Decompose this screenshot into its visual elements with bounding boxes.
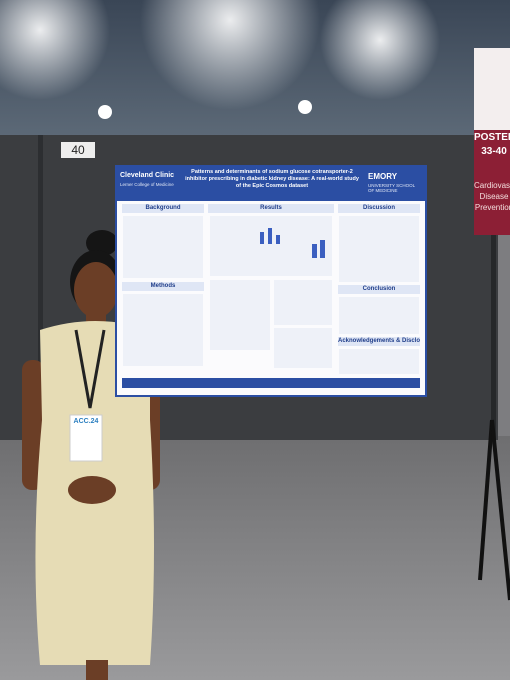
institution-right: EMORY	[368, 172, 398, 181]
ceiling-light	[98, 105, 112, 119]
light-glow	[320, 0, 440, 100]
poster-header	[117, 167, 425, 201]
poster-title: Patterns and determinants of sodium gluc…	[185, 169, 359, 189]
board-number: 40	[61, 142, 95, 158]
easel-leg	[478, 419, 494, 581]
easel-leg	[490, 419, 510, 601]
section-header: Background	[122, 204, 204, 213]
institution-right-sub: UNIVERSITY SCHOOL OF MEDICINE	[368, 183, 416, 193]
section-header: Discussion	[338, 204, 420, 213]
institution-left: Cleveland Clinic	[120, 172, 175, 179]
sign-top	[474, 48, 510, 132]
section-header: Acknowledgements & Disclosures	[338, 337, 420, 346]
badge	[69, 414, 103, 462]
section-header: Methods	[122, 282, 204, 291]
sign-body	[474, 130, 510, 235]
text-block	[123, 216, 203, 278]
figure-bar	[312, 244, 317, 258]
figure-bar	[268, 228, 272, 244]
text-block	[339, 216, 419, 282]
figure-block	[274, 280, 332, 325]
light-glow	[140, 0, 320, 110]
sign-range: 33-40	[481, 146, 507, 157]
text-block	[339, 297, 419, 334]
ceiling-light	[298, 100, 312, 114]
board-seam	[38, 135, 43, 440]
text-block	[339, 349, 419, 374]
board-post	[491, 230, 496, 440]
light-glow	[0, 0, 110, 100]
figure-bar	[320, 240, 325, 258]
figure-bar	[276, 235, 280, 244]
arm	[22, 360, 44, 490]
badge-text: ACC.24	[73, 418, 99, 425]
figure-bar	[260, 232, 264, 244]
text-block	[123, 294, 203, 366]
hair-bun	[86, 230, 118, 256]
hands	[68, 476, 116, 504]
figure-block	[210, 216, 332, 276]
section-header: Conclusion	[338, 285, 420, 294]
institution-left-sub: Lerner College of Medicine	[120, 182, 174, 187]
legs	[86, 660, 108, 680]
figure-block	[274, 328, 332, 368]
lanyard	[74, 329, 106, 409]
poster-footer	[122, 378, 420, 388]
section-header: Results	[208, 204, 334, 213]
sign-topic: Cardiovascular Disease Prevention	[474, 181, 510, 212]
sign-posters: POSTERS	[474, 132, 510, 143]
figure-block	[210, 280, 270, 350]
face	[74, 262, 118, 318]
